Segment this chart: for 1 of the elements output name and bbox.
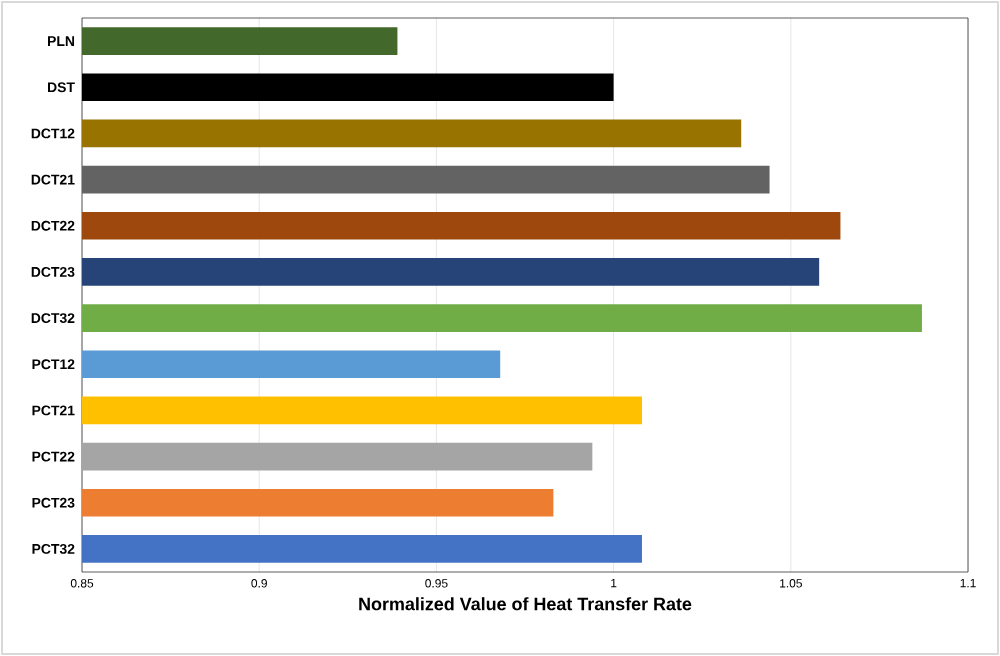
x-axis-title: Normalized Value of Heat Transfer Rate — [359, 597, 692, 611]
